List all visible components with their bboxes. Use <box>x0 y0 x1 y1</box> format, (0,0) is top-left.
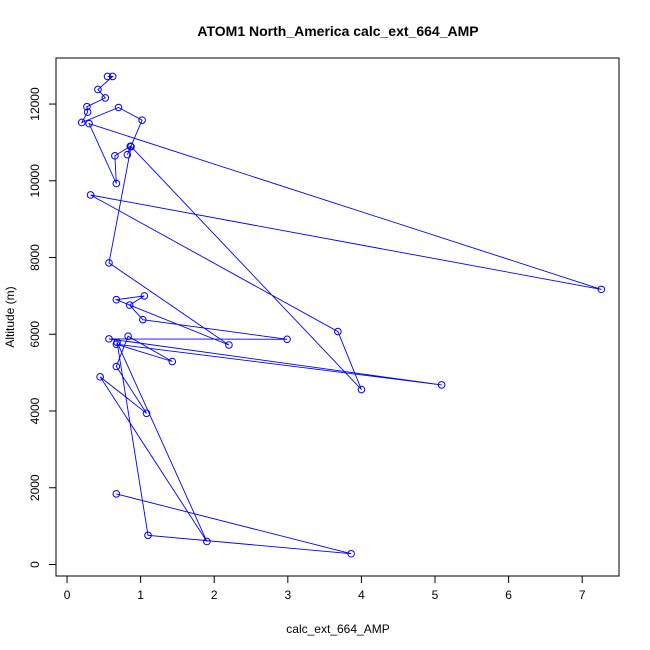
data-point <box>203 537 211 546</box>
data-point <box>77 118 86 127</box>
data-point <box>108 72 117 81</box>
data-point <box>142 409 151 418</box>
data-point <box>83 108 92 116</box>
data-point <box>112 362 121 371</box>
data-point <box>283 335 291 344</box>
x-axis: 0 1 2 3 4 5 6 7 <box>64 575 586 602</box>
data-point <box>124 332 132 340</box>
data-point <box>113 338 121 347</box>
data-point <box>225 341 233 349</box>
data-point <box>114 103 123 112</box>
data-point <box>101 94 110 102</box>
data-point <box>105 335 113 343</box>
data-point <box>112 295 121 304</box>
data-point <box>94 85 102 94</box>
x-tick-label: 7 <box>579 588 586 602</box>
y-tick-label: 10000 <box>28 164 42 198</box>
data-point <box>123 150 132 159</box>
y-tick-label: 8000 <box>28 244 42 271</box>
series-line <box>80 75 602 555</box>
x-tick-label: 1 <box>137 588 144 602</box>
data-point <box>96 373 104 381</box>
y-axis: 0 2000 4000 6000 8000 10000 12000 <box>28 87 57 568</box>
data-point <box>140 292 149 300</box>
y-tick-label: 12000 <box>28 87 42 121</box>
data-point <box>334 327 342 336</box>
data-point <box>83 102 91 111</box>
series-layer <box>77 72 606 558</box>
x-tick-label: 2 <box>211 588 218 602</box>
data-point <box>357 385 366 394</box>
data-point <box>168 357 177 366</box>
y-tick-label: 4000 <box>28 397 42 424</box>
data-point <box>112 179 121 188</box>
x-tick-label: 0 <box>64 588 71 602</box>
data-point <box>112 490 121 498</box>
data-point <box>347 549 355 558</box>
data-point <box>111 152 119 160</box>
y-tick-label: 2000 <box>28 474 42 501</box>
x-tick-label: 3 <box>284 588 291 602</box>
data-point <box>127 142 135 151</box>
data-point <box>597 285 606 294</box>
chart-title: ATOM1 North_America calc_ext_664_AMP <box>197 23 478 39</box>
data-point <box>125 301 134 309</box>
y-tick-label: 0 <box>28 561 42 568</box>
x-axis-label: calc_ext_664_AMP <box>286 622 389 636</box>
x-tick-label: 5 <box>432 588 439 602</box>
data-point <box>103 72 112 81</box>
data-point <box>105 259 113 267</box>
y-tick-label: 6000 <box>28 321 42 348</box>
data-point <box>139 315 147 324</box>
data-point <box>138 116 146 124</box>
data-point <box>85 119 93 128</box>
x-tick-label: 6 <box>505 588 512 602</box>
data-point <box>437 381 446 389</box>
data-point <box>86 191 95 199</box>
data-point <box>144 531 152 540</box>
y-axis-label: Altitude (m) <box>3 286 17 347</box>
x-tick-label: 4 <box>358 588 365 602</box>
